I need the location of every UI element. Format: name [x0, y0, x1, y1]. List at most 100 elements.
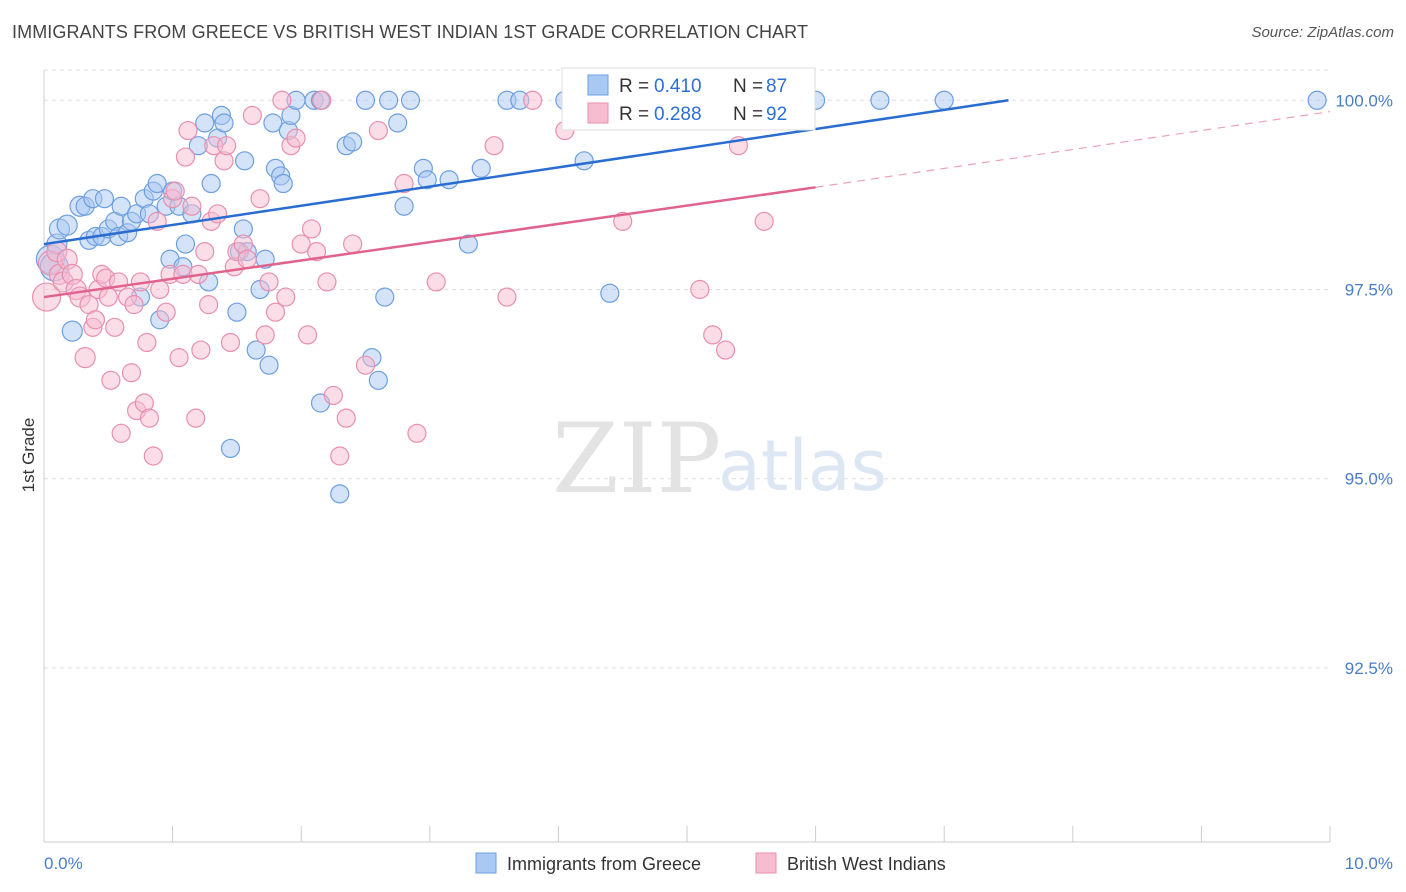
legend-r-label: R =: [619, 76, 649, 97]
point-british-west-indians: [291, 234, 311, 254]
watermark-atlas: atlas: [718, 425, 887, 507]
point-greece: [1307, 90, 1327, 110]
point-british-west-indians: [111, 423, 131, 443]
chart-title: IMMIGRANTS FROM GREECE VS BRITISH WEST I…: [12, 22, 809, 42]
point-greece: [439, 170, 459, 190]
point-british-west-indians: [237, 249, 257, 269]
point-british-west-indians: [242, 105, 262, 126]
point-greece: [870, 90, 890, 110]
y-axis-label: 1st Grade: [19, 418, 38, 493]
point-british-west-indians: [250, 189, 270, 209]
point-british-west-indians: [137, 332, 157, 353]
point-british-west-indians: [317, 272, 337, 292]
point-british-west-indians: [355, 355, 376, 375]
point-british-west-indians: [255, 325, 275, 345]
point-greece: [235, 151, 255, 171]
point-greece: [471, 158, 491, 178]
point-greece: [246, 340, 266, 360]
point-british-west-indians: [307, 242, 327, 262]
point-british-west-indians: [703, 325, 723, 345]
series-legend: Immigrants from Greece British West Indi…: [475, 852, 946, 874]
point-british-west-indians: [182, 196, 202, 216]
point-british-west-indians: [484, 136, 504, 156]
legend-r-value: 0.410: [654, 76, 702, 97]
point-greece: [458, 234, 478, 254]
point-british-west-indians: [343, 234, 363, 254]
point-british-west-indians: [613, 211, 633, 231]
point-british-west-indians: [74, 347, 96, 369]
point-british-west-indians: [156, 302, 176, 322]
point-british-west-indians: [336, 408, 356, 428]
watermark-zip: ZIP: [552, 403, 721, 515]
point-greece: [368, 370, 388, 390]
point-greece: [259, 355, 279, 375]
point-british-west-indians: [191, 340, 211, 360]
legend-n-label: N =: [733, 104, 763, 125]
point-british-west-indians: [199, 295, 219, 315]
point-british-west-indians: [690, 279, 710, 300]
point-british-west-indians: [124, 295, 144, 315]
trend-line-british-west-indians-extension: [815, 111, 1331, 188]
point-british-west-indians: [186, 408, 206, 428]
point-british-west-indians: [150, 279, 170, 300]
point-british-west-indians: [195, 242, 215, 262]
point-british-west-indians: [323, 385, 343, 406]
point-greece: [214, 113, 234, 133]
point-greece: [220, 438, 241, 459]
y-tick-label: 97.5%: [1345, 280, 1393, 299]
point-british-west-indians: [165, 181, 185, 201]
point-greece: [394, 196, 414, 216]
point-greece: [201, 173, 221, 194]
point-british-west-indians: [101, 370, 121, 390]
legend-n-value: 87: [766, 76, 787, 97]
series-label-bwi: British West Indians: [787, 854, 946, 874]
point-british-west-indians: [407, 423, 427, 443]
trend-line-british-west-indians: [43, 186, 816, 299]
point-greece: [400, 90, 421, 110]
point-british-west-indians: [265, 302, 286, 322]
chart-source: Source: ZipAtlas.com: [1251, 24, 1394, 41]
point-british-west-indians: [286, 128, 306, 148]
point-greece: [175, 234, 196, 254]
point-british-west-indians: [139, 408, 160, 428]
point-greece: [111, 196, 131, 216]
series-label-greece: Immigrants from Greece: [507, 854, 701, 874]
point-british-west-indians: [368, 120, 388, 141]
point-british-west-indians: [143, 446, 163, 466]
trend-lines: [43, 99, 1331, 299]
point-greece: [417, 170, 437, 190]
point-british-west-indians: [178, 120, 198, 141]
point-british-west-indians: [523, 90, 543, 110]
point-greece: [600, 283, 620, 303]
series-swatch-pink: [755, 852, 777, 874]
point-greece: [273, 173, 293, 194]
point-greece: [147, 173, 167, 194]
point-british-west-indians: [220, 332, 241, 353]
y-tick-label: 95.0%: [1345, 470, 1393, 489]
point-greece: [195, 113, 215, 133]
point-british-west-indians: [330, 446, 350, 466]
point-british-west-indians: [301, 219, 322, 239]
point-greece: [227, 302, 247, 322]
point-british-west-indians: [98, 287, 118, 307]
x-tick-label: 10.0%: [1345, 854, 1393, 873]
series-swatch-blue: [475, 852, 497, 874]
point-greece: [934, 90, 954, 110]
point-british-west-indians: [715, 340, 736, 360]
point-greece: [94, 189, 115, 209]
point-british-west-indians: [121, 363, 142, 383]
legend-r-label: R =: [619, 104, 649, 125]
point-greece: [343, 132, 363, 152]
point-greece: [375, 287, 395, 307]
point-greece: [388, 113, 408, 133]
point-greece: [263, 113, 283, 133]
point-british-west-indians: [312, 90, 332, 110]
legend-n-value: 92: [766, 104, 787, 125]
point-british-west-indians: [754, 211, 774, 231]
legend-r-value: 0.288: [654, 104, 702, 125]
point-greece: [379, 90, 399, 110]
point-british-west-indians: [105, 317, 125, 337]
point-greece: [355, 90, 376, 110]
point-british-west-indians: [272, 90, 292, 110]
